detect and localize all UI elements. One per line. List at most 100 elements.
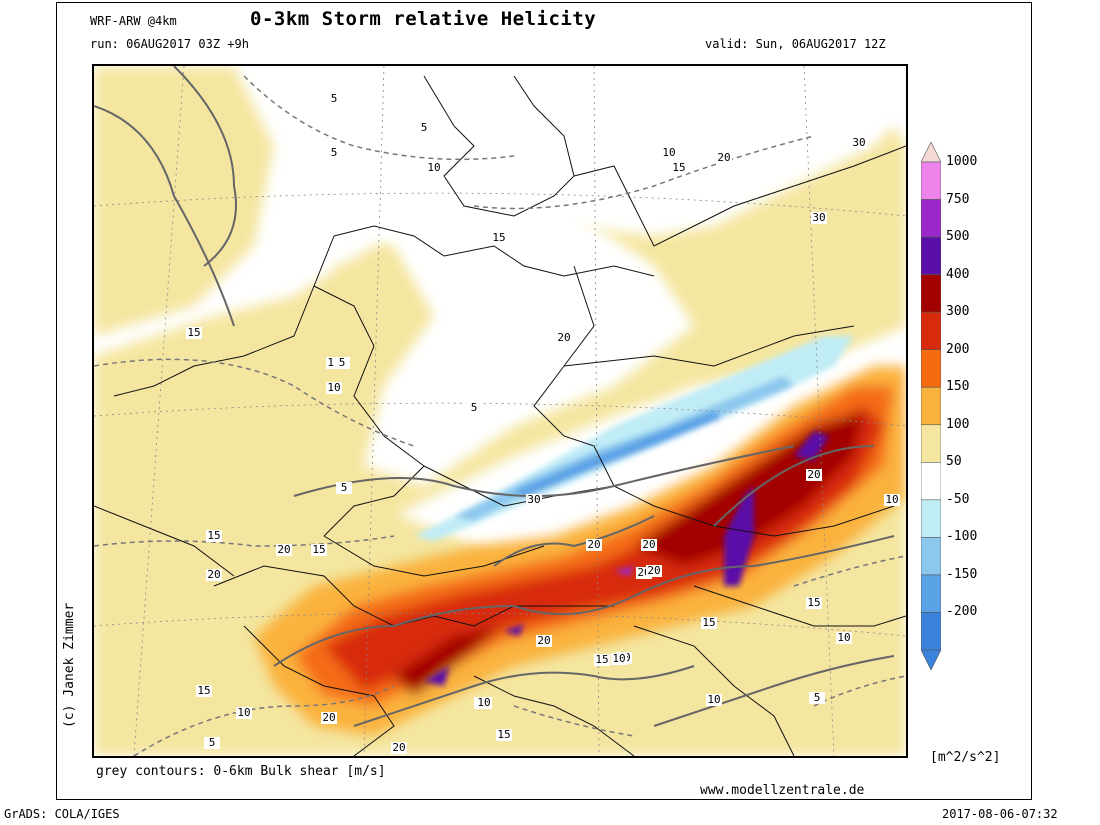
contour-label: 15 — [702, 616, 715, 629]
contour-label: 5 — [471, 401, 478, 414]
contour-label: 20 — [557, 331, 570, 344]
helicity-field-neutral — [324, 66, 814, 486]
colorbar-tick-label: 100 — [946, 416, 970, 432]
contour-label-bg — [311, 544, 327, 556]
contour-label-bg — [491, 232, 507, 244]
contour-label: 15 — [187, 326, 200, 339]
colorbar-unit: [m^2/s^2] — [930, 750, 1001, 765]
timestamp-label: 2017-08-06-07:32 — [942, 807, 1058, 821]
contour-label: 5 — [209, 736, 216, 749]
contour-label: 5 — [331, 146, 338, 159]
contour-label: 20 — [322, 711, 335, 724]
colorbar-swatch — [921, 386, 941, 426]
colorbar-tick-label: 400 — [946, 266, 970, 282]
contour-label-bg — [884, 494, 900, 506]
contour-label-bg — [671, 162, 687, 174]
colorbar-tick-label: 1000 — [946, 154, 978, 169]
colorbar-tick-label: -50 — [946, 491, 970, 507]
contour-label-bg — [206, 530, 222, 542]
colorbar-swatch — [921, 161, 941, 200]
contour-label: 20 — [807, 468, 820, 481]
colorbar-swatch — [921, 462, 941, 501]
contour-label-bg — [196, 685, 212, 697]
colorbar-tick-label: 200 — [946, 341, 970, 357]
contour-label-bg — [276, 544, 292, 556]
contour-label-bg — [661, 147, 677, 159]
author-credit: (c) Janek Zimmer — [62, 602, 77, 728]
contour-label: 15 — [807, 596, 820, 609]
contour-label-bg — [594, 654, 610, 666]
contour-label: 15 — [312, 543, 325, 556]
contour-label-bg — [806, 469, 822, 481]
contour-labels: 5 5 5 10 10 15 20 30 30 20 15 15 15 10 5 5 5 15 20 15 20 30 20… — [186, 92, 900, 754]
contour-label-bg — [556, 332, 572, 344]
contour-label: 20 — [717, 151, 730, 164]
contour-label-bg — [701, 617, 717, 629]
contour-label-bg — [326, 147, 342, 159]
contour-label-bg — [536, 635, 552, 647]
contour-label: 10 — [662, 146, 675, 159]
contour-label: 10 — [612, 652, 625, 665]
contour-label-bg — [326, 93, 342, 105]
contour-label: 15 — [672, 161, 685, 174]
colorbar-tick-label: 750 — [946, 191, 970, 207]
contour-label-bg — [526, 494, 542, 506]
map-panel: 5 5 5 10 10 15 20 30 30 20 15 15 15 10 5 5 5 15 20 15 20 30 20… — [92, 64, 908, 758]
contour-label-bg — [466, 402, 482, 414]
contour-label: 10 — [477, 696, 490, 709]
colorbar-swatch — [921, 199, 941, 238]
colorbar — [921, 142, 941, 670]
colorbar-tick-label: 500 — [946, 229, 970, 245]
contour-label-bg — [806, 597, 822, 609]
grads-label: GrADS: COLA/IGES — [4, 807, 120, 821]
colorbar-swatch — [921, 499, 941, 538]
contour-label-bg — [204, 737, 220, 749]
contour-label-bg — [236, 707, 252, 719]
colorbar-swatch — [921, 574, 941, 613]
contour-label: 10 — [237, 706, 250, 719]
contour-label-bg — [426, 162, 442, 174]
contour-label-bg — [706, 694, 722, 706]
colorbar-bottom-arrow — [921, 649, 941, 670]
contour-label: 15 — [197, 684, 210, 697]
contour-label: 20 — [392, 741, 405, 754]
contour-label: 20 — [647, 564, 660, 577]
contour-label: 5 — [421, 121, 428, 134]
contour-label-bg — [334, 357, 350, 369]
valid-label: valid: Sun, 06AUG2017 12Z — [705, 37, 886, 51]
colorbar-swatch — [921, 236, 941, 275]
contour-label: 20 — [277, 543, 290, 556]
colorbar-swatch — [921, 424, 941, 463]
contour-label-bg — [496, 729, 512, 741]
contour-label-bg — [326, 382, 342, 394]
helicity-map: 5 5 5 10 10 15 20 30 30 20 15 15 15 10 5 5 5 15 20 15 20 30 20… — [94, 66, 906, 756]
shear-contours-dashed — [94, 75, 906, 756]
colorbar-tick-label: -150 — [946, 566, 978, 582]
contour-label: 10 — [707, 693, 720, 706]
contour-label: 30 — [812, 211, 825, 224]
contour-label: 30 — [527, 493, 540, 506]
contour-label: 20 — [642, 538, 655, 551]
contour-label: 10 — [837, 631, 850, 644]
contour-label-bg — [836, 632, 852, 644]
contour-label-bg — [391, 742, 407, 754]
figure-frame — [56, 2, 1032, 800]
contour-label: 10 — [427, 161, 440, 174]
contour-label: 15 — [492, 231, 505, 244]
contour-label-bg — [476, 697, 492, 709]
contour-label: 5 — [341, 481, 348, 494]
colorbar-swatch — [921, 274, 941, 313]
model-label: WRF-ARW @4km — [90, 14, 177, 28]
contour-label: 30 — [852, 136, 865, 149]
colorbar-tick-label: 150 — [946, 379, 970, 395]
colorbar-top-arrow — [921, 142, 941, 163]
contour-label: 5 — [814, 691, 821, 704]
colorbar-swatch — [921, 349, 941, 388]
contour-label: 10 — [327, 381, 340, 394]
helicity-field-extreme — [424, 431, 829, 686]
website-label: www.modellzentrale.de — [700, 783, 865, 798]
colorbar-tick-label: 300 — [946, 304, 970, 320]
contour-label: 5 — [331, 92, 338, 105]
contour-label-bg — [336, 482, 352, 494]
colorbar-tick-label: -200 — [946, 604, 978, 620]
